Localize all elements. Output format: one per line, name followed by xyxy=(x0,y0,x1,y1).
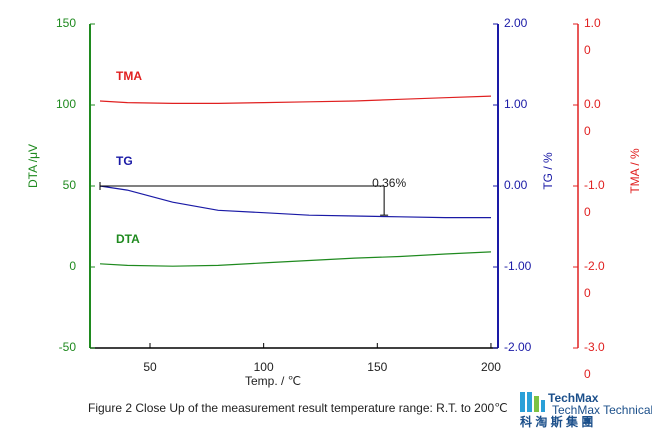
series-line xyxy=(99,251,492,267)
y2-tick-label: 2.00 xyxy=(504,16,528,30)
x-tick-label: 150 xyxy=(367,360,387,374)
y-axis-label: DTA /μV xyxy=(26,144,40,188)
y3-tick-label: 1.0 xyxy=(584,16,601,30)
series-label: TG xyxy=(116,154,133,168)
y2-axis-label: TG / % xyxy=(541,152,555,190)
logo-chinese: 科 淘 斯 集 團 xyxy=(520,414,593,429)
series-line xyxy=(99,185,491,219)
logo-name: TechMax xyxy=(548,391,599,405)
y3-axis-label: TMA / % xyxy=(628,148,642,194)
y-tick-label: -50 xyxy=(59,340,77,354)
x-axis-label: Temp. / ℃ xyxy=(245,374,301,388)
y3-secondary-label: 0 xyxy=(584,43,591,57)
y-tick-label: 50 xyxy=(63,178,77,192)
y-tick-label: 100 xyxy=(56,97,76,111)
y-tick-label: 150 xyxy=(56,16,76,30)
logo-subtitle: TechMax Technical Co., Ltd xyxy=(552,403,652,417)
y2-tick-label: 1.00 xyxy=(504,97,528,111)
y2-tick-label: -1.00 xyxy=(504,259,532,273)
series-label: TMA xyxy=(116,69,142,83)
y3-secondary-label: 0 xyxy=(584,124,591,138)
y3-tick-label: 0.0 xyxy=(584,97,601,111)
y3-tick-label: -1.0 xyxy=(584,178,605,192)
x-tick-label: 200 xyxy=(481,360,501,374)
y3-secondary-label: 0 xyxy=(584,286,591,300)
y3-tick-label: -3.0 xyxy=(584,340,605,354)
y2-tick-label: 0.00 xyxy=(504,178,528,192)
y2-tick-label: -2.00 xyxy=(504,340,532,354)
series-label: DTA xyxy=(116,232,140,246)
logo-icon xyxy=(520,392,545,412)
caption: Figure 2 Close Up of the measurement res… xyxy=(88,401,508,415)
y3-secondary-label: 0 xyxy=(584,367,591,381)
annotation-label: 0.36% xyxy=(372,176,406,190)
series-line xyxy=(99,95,492,104)
y-tick-label: 0 xyxy=(69,259,76,273)
y3-tick-label: -2.0 xyxy=(584,259,605,273)
x-tick-label: 50 xyxy=(143,360,157,374)
x-tick-label: 100 xyxy=(254,360,274,374)
y3-secondary-label: 0 xyxy=(584,205,591,219)
